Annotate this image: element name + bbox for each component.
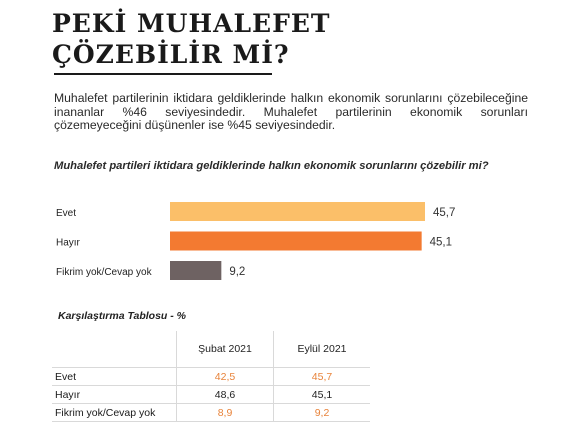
bar-chart: Evet 45,7 Hayır 45,1 Fikrim yok/Cevap yok 9,2: [56, 202, 455, 280]
table-subtitle: Karşılaştırma Tablosu - %: [58, 310, 186, 322]
table-cell-feb-2021: 8,9: [176, 403, 274, 422]
bar: [170, 231, 422, 251]
table-header-empty: [52, 331, 177, 368]
comparison-table: Şubat 2021 Eylül 2021 Evet 42,5 45,7 Hayır 4…: [52, 331, 370, 422]
page-title: PEKİ MUHALEFET ÇÖZEBİLİR Mİ?: [52, 8, 331, 70]
table-cell-sep-2021: 45,7: [273, 367, 370, 386]
bar: [170, 202, 425, 221]
table-header-row: Şubat 2021 Eylül 2021: [52, 331, 370, 368]
bar-value-label: 9,2: [229, 266, 245, 278]
bar-category-label: Fikrim yok/Cevap yok: [56, 267, 153, 278]
table-cell-feb-2021: 48,6: [176, 385, 274, 404]
bar-value-label: 45,1: [430, 237, 452, 249]
bar-category-label: Evet: [56, 208, 76, 219]
title-underline: [54, 73, 272, 75]
table-row-label: Fikrim yok/Cevap yok: [52, 403, 177, 422]
table-row-label: Evet: [52, 367, 177, 386]
title-line-1: PEKİ MUHALEFET: [52, 9, 331, 38]
survey-question: Muhalefet partileri iktidara geldiklerin…: [54, 160, 489, 172]
table-cell-sep-2021: 45,1: [273, 385, 370, 404]
table-cell-sep-2021: 9,2: [273, 403, 370, 422]
bar-value-label: 45,7: [433, 207, 455, 219]
table-header-sep-2021: Eylül 2021: [273, 331, 370, 368]
table-header-feb-2021: Şubat 2021: [176, 331, 274, 368]
table-row: Evet 42,5 45,7: [52, 367, 370, 386]
bar-category-label: Hayır: [56, 238, 81, 249]
title-line-2: ÇÖZEBİLİR Mİ?: [52, 40, 290, 69]
table-row: Fikrim yok/Cevap yok 8,9 9,2: [52, 403, 370, 422]
table-cell-feb-2021: 42,5: [176, 367, 274, 386]
bar: [170, 261, 222, 280]
table-row: Hayır 48,6 45,1: [52, 385, 370, 404]
intro-paragraph: Muhalefet partilerinin iktidara geldikle…: [54, 91, 528, 132]
table-row-label: Hayır: [52, 385, 177, 404]
